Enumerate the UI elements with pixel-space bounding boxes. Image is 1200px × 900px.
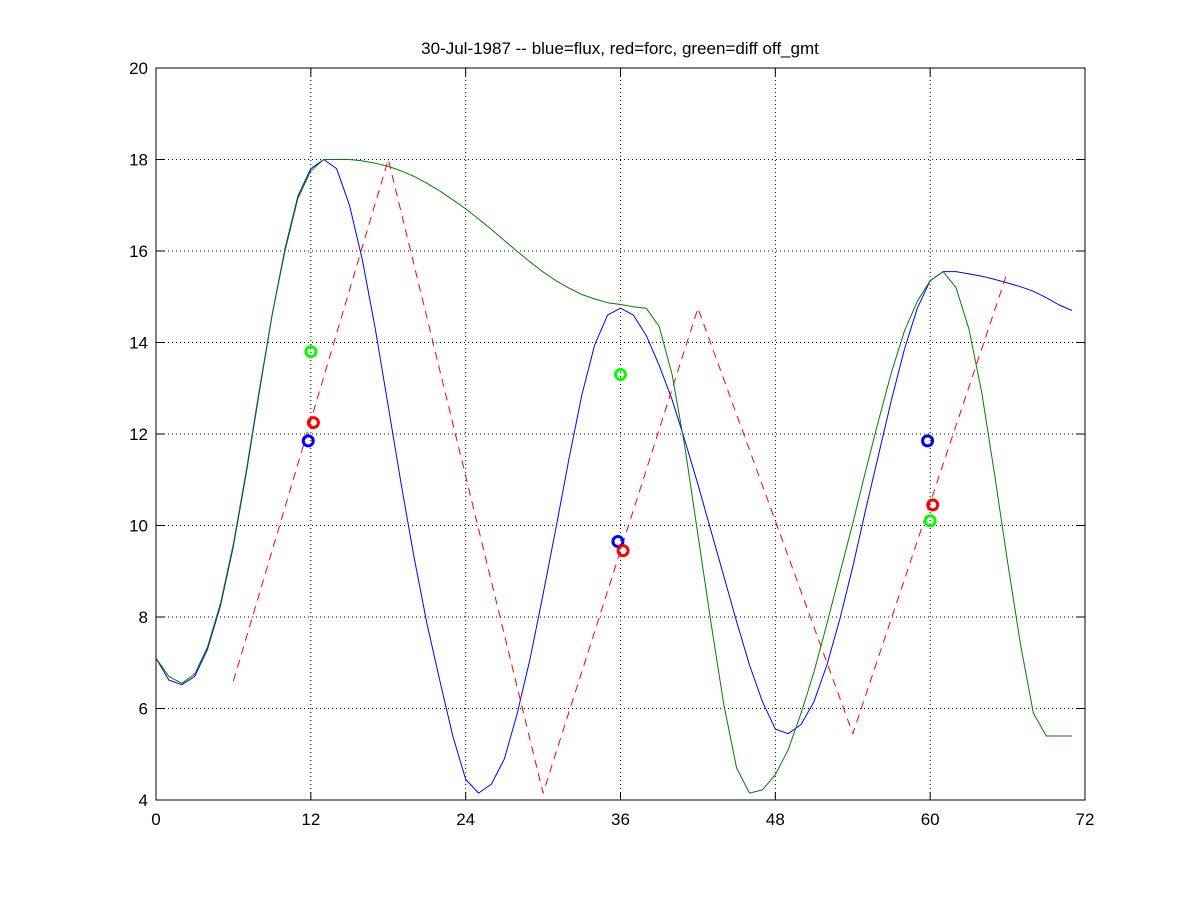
data-point-forc [926, 498, 940, 512]
data-point-forc [306, 416, 320, 430]
x-tick-label: 24 [456, 810, 475, 829]
data-point-flux [301, 434, 315, 448]
data-point-forc [616, 544, 630, 558]
x-tick-label: 36 [611, 810, 630, 829]
y-tick-label: 20 [129, 59, 148, 78]
plot-series [155, 159, 1073, 794]
series-line-diff [155, 159, 1073, 794]
data-point-flux [611, 535, 625, 549]
y-tick-labels: 4 6 8 10 12 14 16 18 20 [129, 59, 148, 810]
data-point-diff [304, 345, 318, 359]
series-line-forc [232, 159, 1009, 794]
chart-title: 30-Jul-1987 -- blue=flux, red=forc, gree… [421, 39, 819, 58]
y-tick-label: 18 [129, 151, 148, 170]
y-tick-label: 8 [139, 608, 148, 627]
x-tick-label: 12 [301, 810, 320, 829]
x-tick-labels: 0 12 24 36 48 60 72 [151, 810, 1094, 829]
data-point-diff [923, 514, 937, 528]
series-line-flux [155, 159, 1073, 794]
y-tick-label: 12 [129, 425, 148, 444]
plot-markers [301, 345, 940, 558]
x-tick-label: 72 [1076, 810, 1095, 829]
y-tick-label: 6 [139, 700, 148, 719]
data-point-flux [921, 434, 935, 448]
data-point-diff [614, 368, 627, 382]
y-tick-label: 14 [129, 334, 148, 353]
y-tick-label: 16 [129, 242, 148, 261]
y-tick-label: 10 [129, 517, 148, 536]
x-tick-label: 0 [151, 810, 160, 829]
x-tick-label: 60 [921, 810, 940, 829]
y-tick-label: 4 [139, 791, 148, 810]
grid-lines [156, 68, 1085, 800]
axis-ticks [155, 67, 1086, 801]
x-tick-label: 48 [766, 810, 785, 829]
